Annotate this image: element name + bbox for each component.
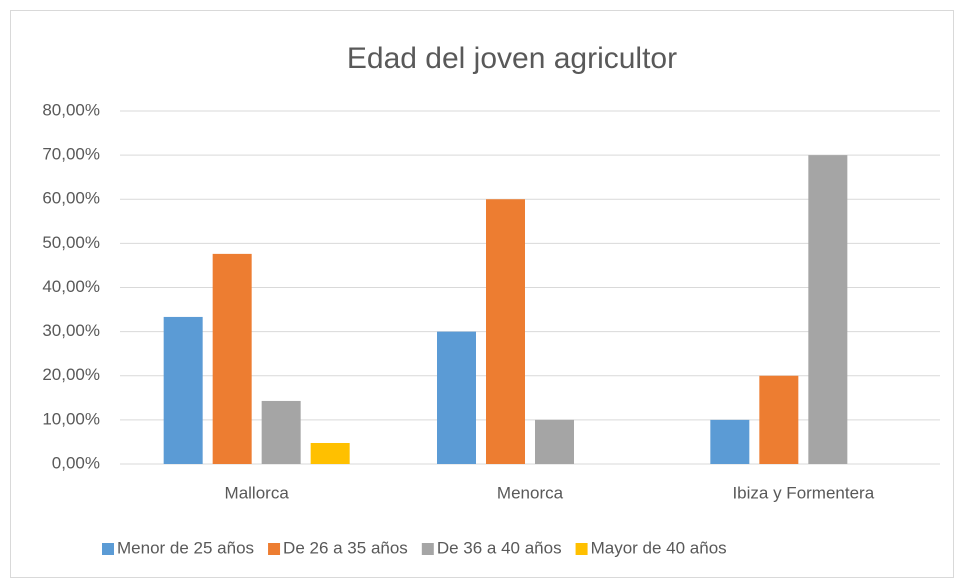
bar — [759, 375, 799, 464]
legend-label: Mayor de 40 años — [591, 538, 727, 557]
bar — [437, 331, 476, 464]
legend-label: De 36 a 40 años — [437, 538, 562, 557]
bar — [710, 419, 750, 464]
y-tick-label: 60,00% — [42, 189, 100, 208]
y-tick-label: 10,00% — [42, 409, 100, 428]
x-tick-label: Menorca — [497, 483, 564, 502]
y-tick-label: 20,00% — [42, 365, 100, 384]
chart-border — [10, 10, 954, 578]
y-tick-label: 0,00% — [52, 453, 100, 472]
bar — [310, 442, 350, 464]
bar — [212, 253, 252, 464]
y-tick-label: 30,00% — [42, 321, 100, 340]
chart-title: Edad del joven agricultor — [347, 42, 677, 75]
bar — [163, 316, 203, 464]
x-tick-label: Ibiza y Formentera — [732, 483, 874, 502]
x-tick-label: Mallorca — [225, 483, 290, 502]
y-tick-label: 40,00% — [42, 277, 100, 296]
legend-swatch — [102, 543, 114, 555]
legend-label: Menor de 25 años — [117, 538, 254, 557]
legend-label: De 26 a 35 años — [283, 538, 408, 557]
bar — [535, 419, 574, 464]
y-tick-label: 80,00% — [42, 100, 100, 119]
legend-swatch — [268, 543, 281, 555]
legend-swatch — [575, 543, 588, 555]
bar — [486, 199, 525, 464]
y-tick-label: 70,00% — [42, 145, 100, 164]
legend-swatch — [421, 543, 434, 555]
bar — [808, 155, 848, 464]
y-tick-label: 50,00% — [42, 233, 100, 252]
bar — [261, 400, 301, 464]
